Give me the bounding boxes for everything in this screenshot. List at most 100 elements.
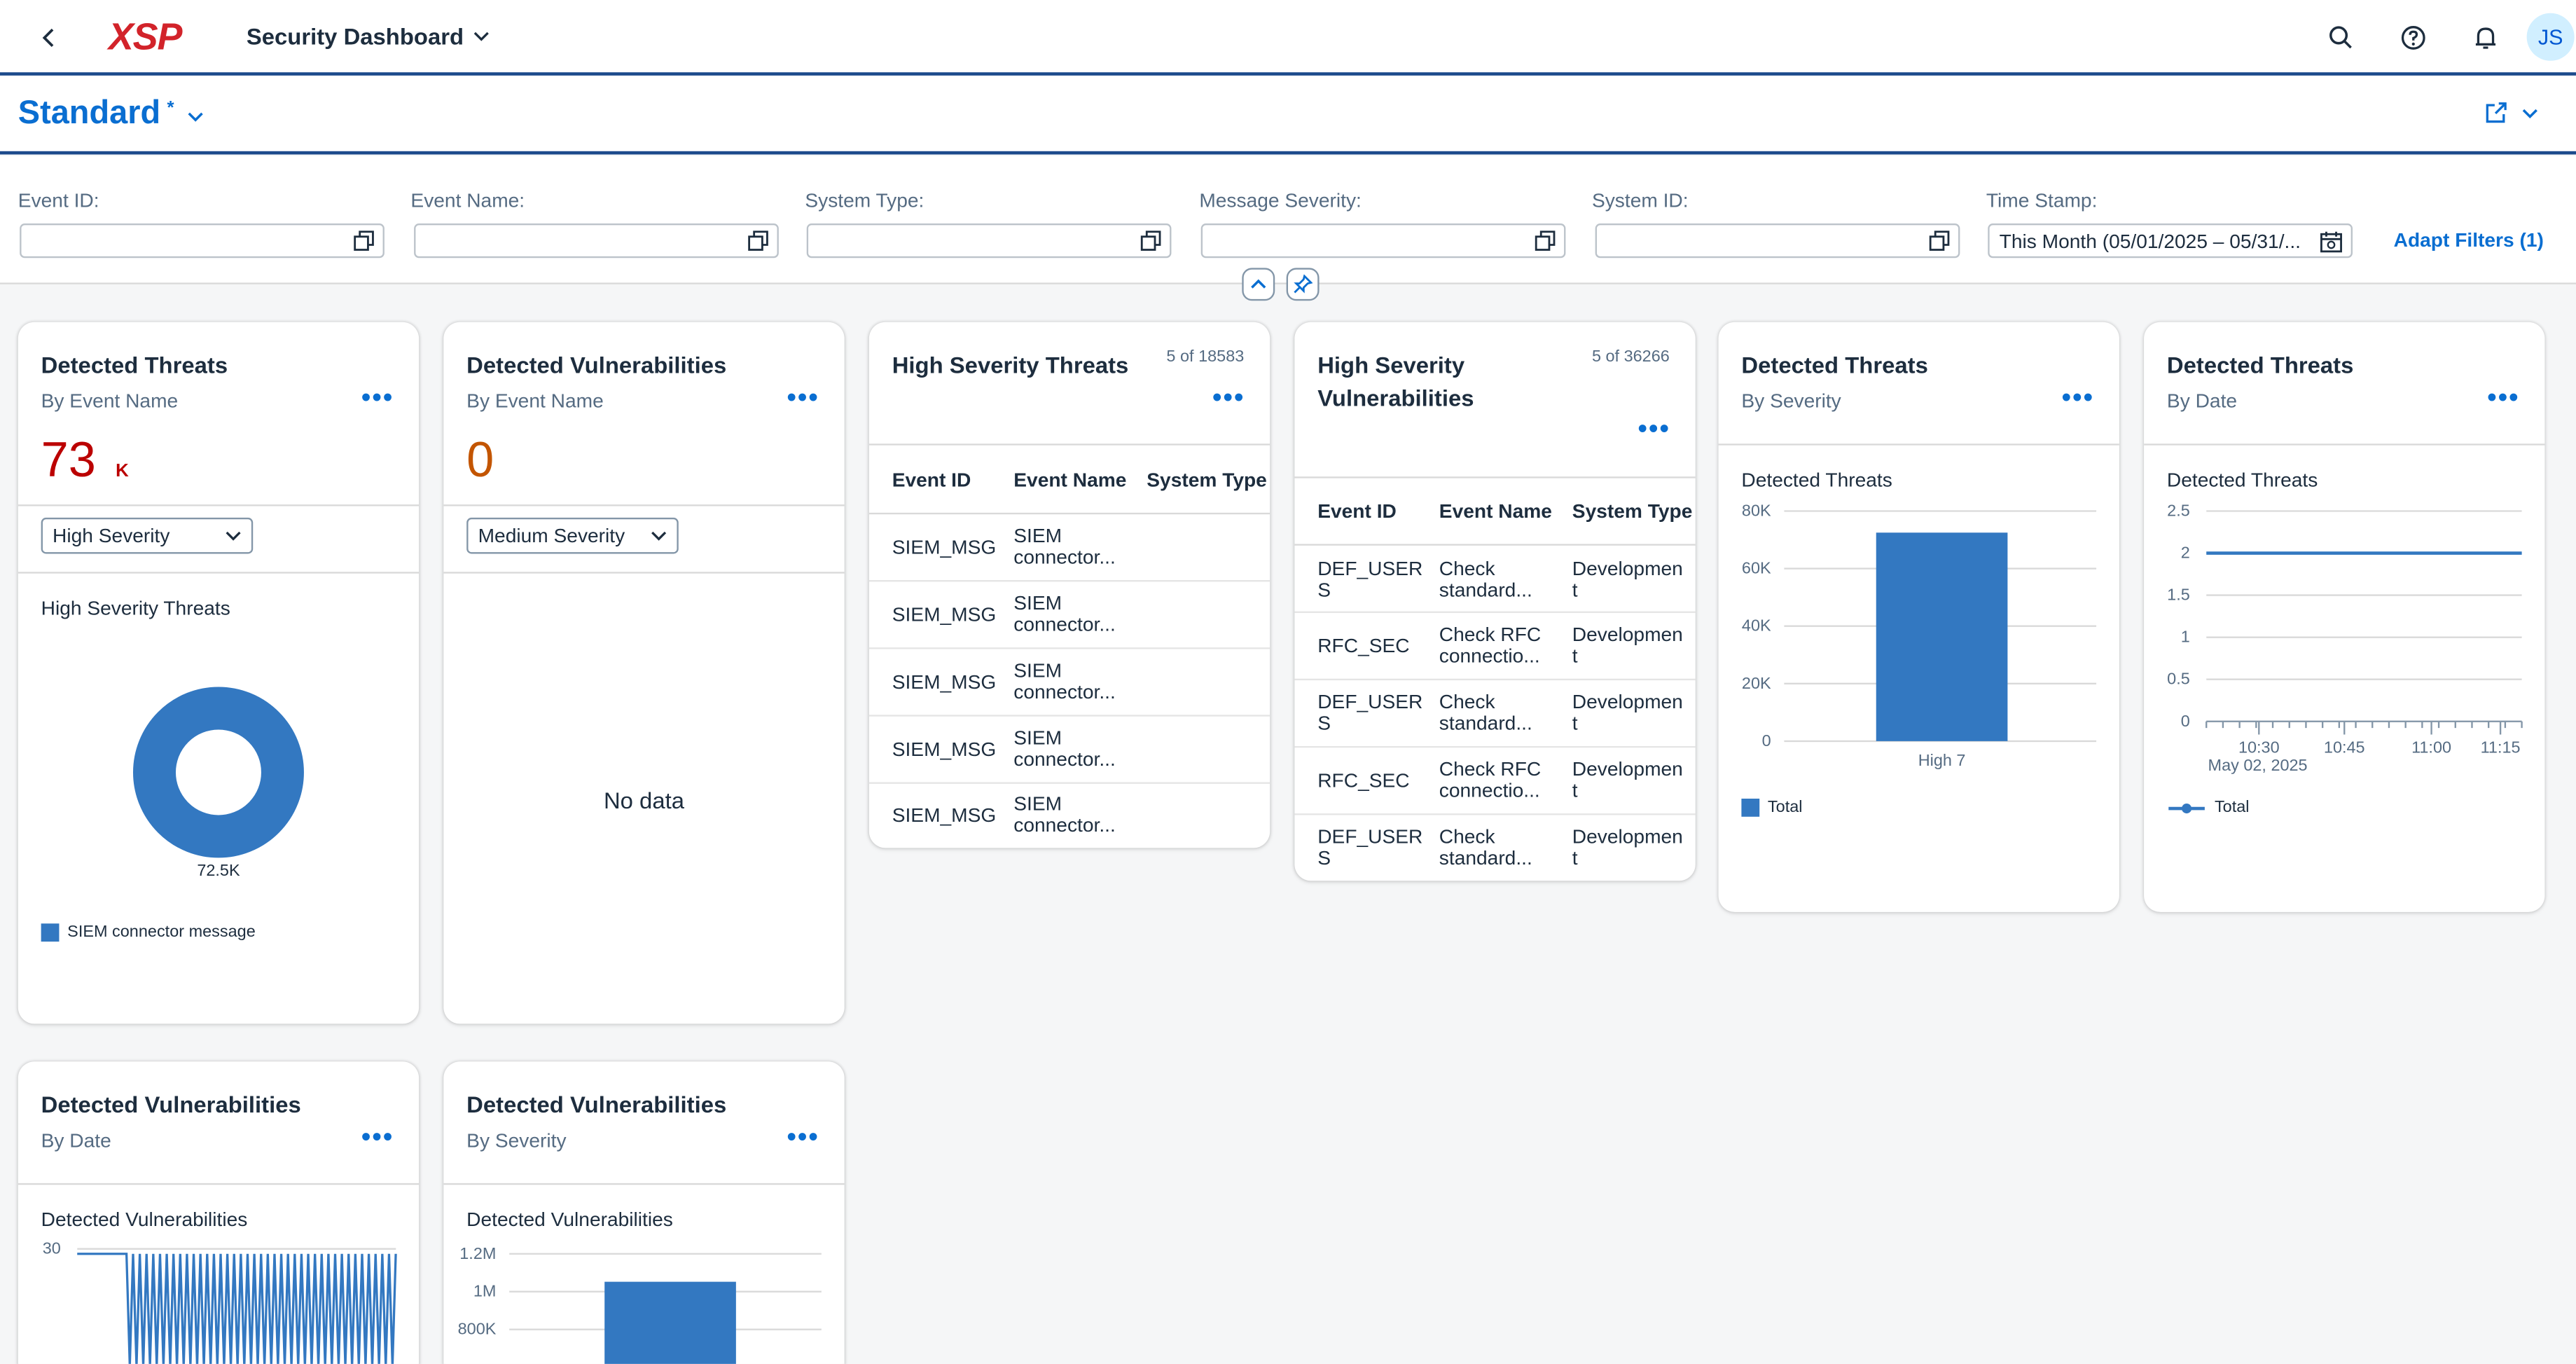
item-count: 5 of 36266 — [1591, 348, 1670, 367]
legend-label: Total — [1767, 798, 1803, 817]
cell-event-name-cont: standard... — [1439, 846, 1532, 869]
notifications-icon[interactable] — [2467, 20, 2504, 56]
cell-event-id-cont: S — [1317, 846, 1331, 869]
cell-event-name: Check RFC — [1439, 623, 1542, 646]
filter-label-event-id: Event ID: — [18, 188, 99, 212]
card-high-severity-vulnerabilities[interactable]: High Severity Vulnerabilities 5 of 36266… — [1294, 322, 1696, 881]
card-high-severity-threats[interactable]: High Severity Threats 5 of 18583 ••• Eve… — [868, 322, 1270, 848]
y-tick-label: 60K — [1742, 559, 1771, 577]
more-options-icon[interactable]: ••• — [2061, 384, 2095, 413]
bar[interactable] — [604, 1281, 736, 1364]
column-header-system-type[interactable]: System Type — [1147, 468, 1267, 492]
column-header-event-id[interactable]: Event ID — [1317, 500, 1397, 523]
cell-event-name: SIEM — [1013, 659, 1062, 682]
card-threats-by-event-name[interactable]: Detected Threats By Event Name ••• 73 K … — [18, 322, 420, 1024]
cell-event-id: DEF_USER — [1317, 557, 1423, 581]
series-line[interactable] — [77, 1253, 397, 1364]
donut-slice-siem-connector[interactable] — [132, 687, 304, 858]
x-tick-label: 11:00 — [2411, 738, 2451, 756]
event-name-input[interactable] — [414, 223, 779, 259]
filter-bar: Event ID: Event Name: System Type: Messa… — [0, 156, 2576, 284]
more-options-icon[interactable]: ••• — [1212, 384, 1245, 413]
card-vulnerabilities-by-event-name[interactable]: Detected Vulnerabilities By Event Name •… — [443, 322, 845, 1024]
cell-system-type-cont: t — [1572, 778, 1578, 802]
y-tick-label: 40K — [1742, 616, 1771, 635]
column-header-event-id[interactable]: Event ID — [892, 468, 971, 492]
event-id-input[interactable] — [20, 223, 385, 259]
card-vulnerabilities-by-date[interactable]: Detected Vulnerabilities By Date ••• Det… — [18, 1061, 420, 1364]
more-options-icon[interactable]: ••• — [787, 384, 820, 413]
severity-select[interactable]: Medium Severity — [466, 517, 679, 554]
cell-event-name-cont: standard... — [1439, 578, 1532, 602]
filter-label-time-stamp: Time Stamp: — [1986, 188, 2098, 212]
legend-swatch — [1741, 798, 1760, 817]
column-header-system-type[interactable]: System Type — [1572, 500, 1693, 523]
bar-chart: 1.2M 1M 800K — [458, 1244, 822, 1364]
value-help-icon[interactable] — [353, 230, 374, 251]
value-help-icon[interactable] — [1535, 230, 1556, 251]
cell-event-name-cont: connector... — [1013, 545, 1116, 569]
calendar-icon[interactable] — [2320, 230, 2343, 253]
help-icon[interactable] — [2395, 20, 2432, 56]
value-help-icon[interactable] — [1140, 230, 1161, 251]
company-logo[interactable]: XSP — [108, 15, 183, 58]
chart-legend: SIEM connector message — [41, 923, 256, 942]
app-title-menu[interactable]: Security Dashboard — [247, 23, 490, 49]
chevron-down-icon — [473, 28, 490, 44]
y-tick-label: 1 — [2181, 628, 2190, 646]
y-tick-label: 1.5 — [2167, 586, 2190, 604]
column-header-event-name[interactable]: Event Name — [1013, 468, 1127, 492]
more-options-icon[interactable]: ••• — [361, 1124, 394, 1152]
chart-title: High Severity Threats — [41, 596, 230, 620]
more-options-icon[interactable]: ••• — [361, 384, 394, 413]
severity-select[interactable]: High Severity — [41, 517, 254, 554]
back-icon[interactable] — [33, 21, 66, 54]
variant-selector[interactable]: Standard * — [18, 95, 204, 133]
chevron-down-icon — [2522, 104, 2538, 120]
value-help-icon[interactable] — [747, 230, 768, 251]
value-help-icon[interactable] — [1929, 230, 1950, 251]
more-options-icon[interactable]: ••• — [1637, 415, 1671, 444]
variant-bar: Standard * — [0, 75, 2576, 155]
cell-system-type-cont: t — [1572, 846, 1578, 869]
card-subtitle: By Severity — [1741, 389, 1841, 413]
system-id-input[interactable] — [1595, 223, 1960, 259]
cell-event-name-cont: standard... — [1439, 711, 1532, 735]
cell-event-id: RFC_SEC — [1317, 769, 1410, 792]
card-subtitle: By Severity — [466, 1129, 567, 1152]
card-vulnerabilities-by-severity[interactable]: Detected Vulnerabilities By Severity •••… — [443, 1061, 845, 1364]
share-menu-button[interactable] — [2484, 100, 2538, 125]
donut-chart: 72.5K — [132, 687, 304, 879]
legend-label: SIEM connector message — [67, 923, 256, 942]
cell-event-name: SIEM — [1013, 726, 1062, 750]
card-title: High Severity Threats — [892, 351, 1129, 378]
cell-event-name: Check — [1439, 690, 1495, 714]
collapse-header-button[interactable] — [1242, 268, 1275, 301]
cell-event-name: Check — [1439, 557, 1495, 581]
pin-header-button[interactable] — [1286, 268, 1320, 301]
search-icon[interactable] — [2323, 20, 2360, 56]
time-stamp-input[interactable]: This Month (05/01/2025 – 05/31/... — [1988, 223, 2353, 259]
cell-system-type: Developmen — [1572, 623, 1683, 646]
card-subtitle: By Event Name — [41, 389, 179, 413]
legend-line-marker — [2168, 802, 2205, 813]
more-options-icon[interactable]: ••• — [2487, 384, 2520, 413]
card-subtitle: By Date — [2166, 389, 2238, 413]
chart-legend: Total — [1741, 798, 1803, 817]
card-threats-by-severity[interactable]: Detected Threats By Severity ••• Detecte… — [1718, 322, 2119, 912]
bar[interactable] — [1876, 532, 2008, 741]
adapt-filters-button[interactable]: Adapt Filters (1) — [2393, 228, 2544, 252]
system-type-input[interactable] — [806, 223, 1172, 259]
x-tick-label: 10:45 — [2324, 738, 2365, 756]
y-tick-label: 30 — [43, 1239, 61, 1258]
cell-event-name: SIEM — [1013, 591, 1062, 615]
legend-label: Total — [2214, 798, 2250, 817]
avatar[interactable]: JS — [2526, 13, 2575, 61]
column-header-event-name[interactable]: Event Name — [1439, 500, 1552, 523]
card-threats-by-date[interactable]: Detected Threats By Date ••• Detected Th… — [2144, 322, 2545, 912]
filter-label-system-id: System ID: — [1591, 188, 1689, 212]
message-severity-input[interactable] — [1200, 223, 1566, 259]
filter-label-event-name: Event Name: — [410, 188, 525, 212]
more-options-icon[interactable]: ••• — [787, 1124, 820, 1152]
